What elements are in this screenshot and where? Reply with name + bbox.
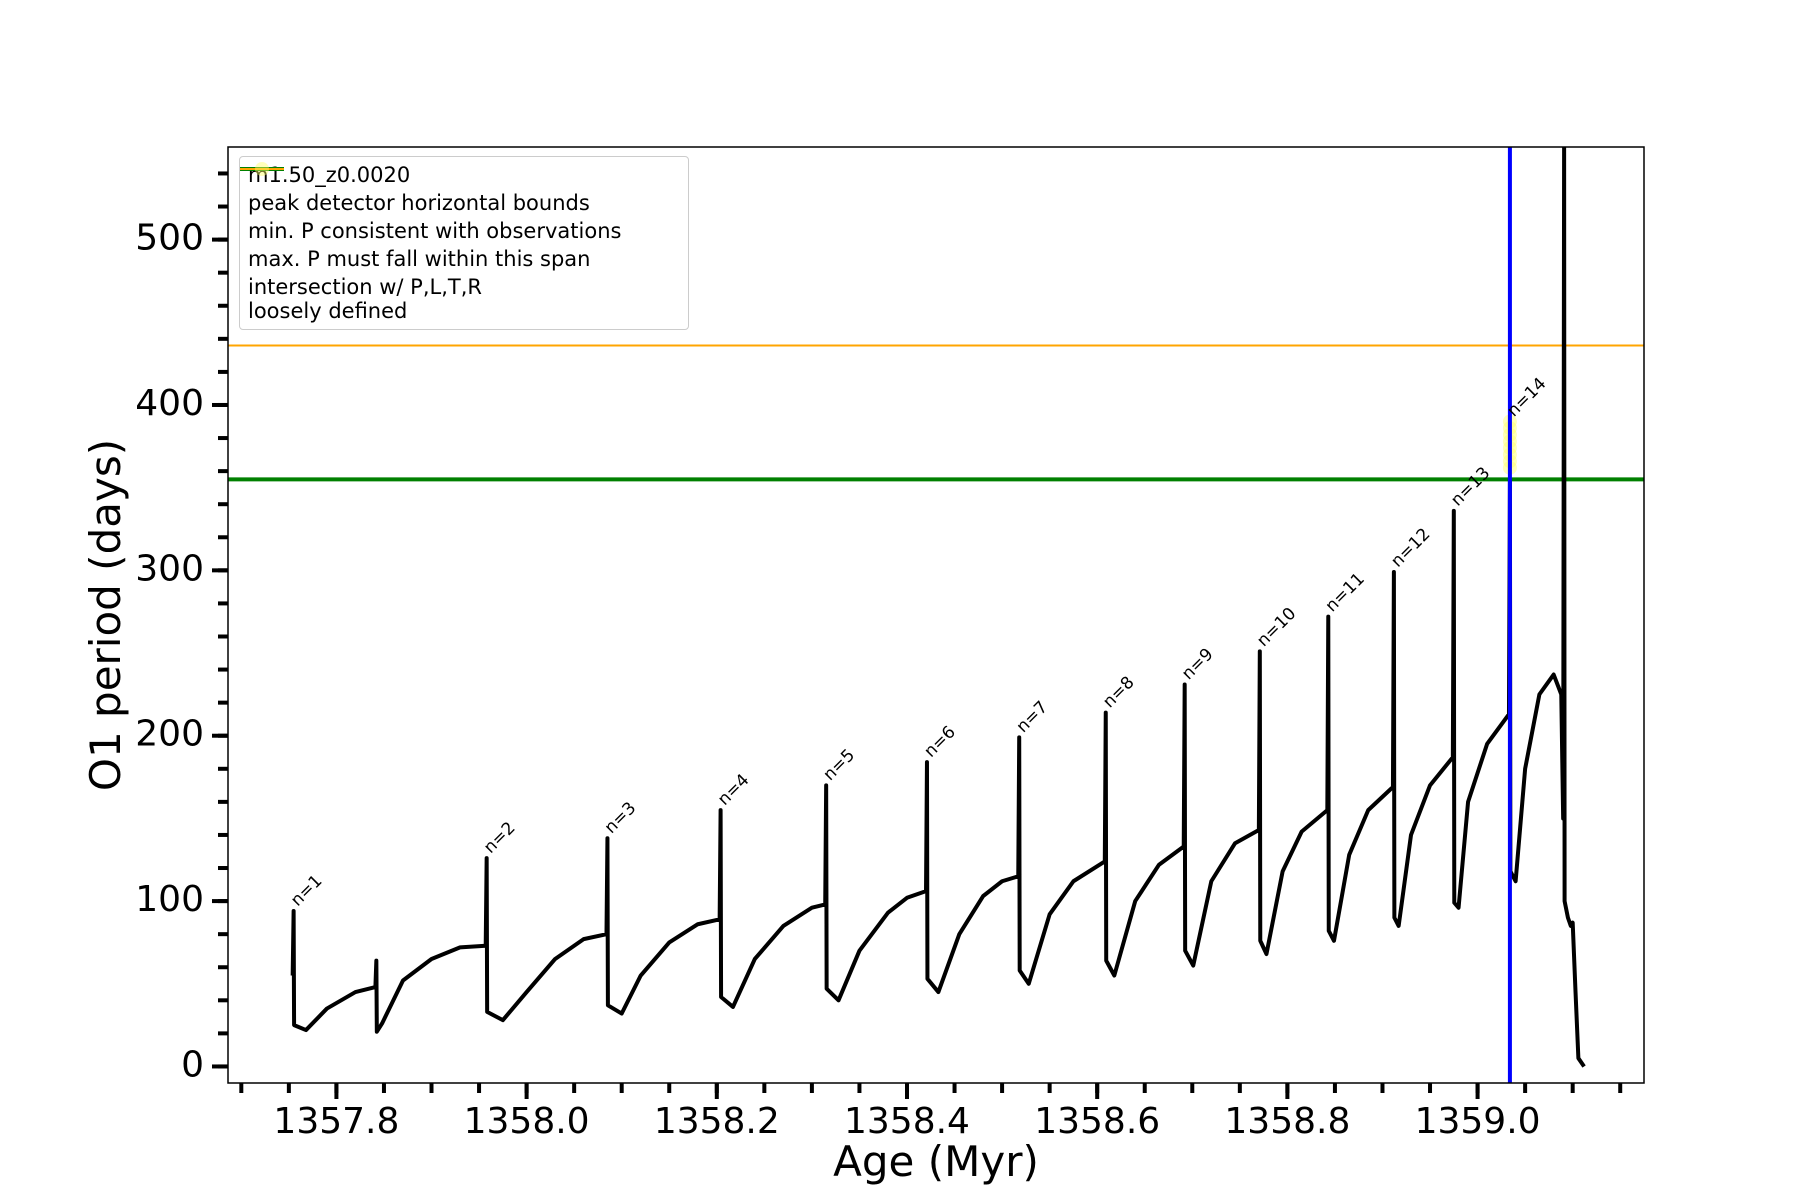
y-tick-label: 400 [135,383,204,424]
x-tick-label: 1358.8 [1224,1101,1350,1142]
y-tick-label: 100 [135,879,204,920]
peak-annotation: n=9 [1178,645,1217,684]
peak-annotation: n=7 [1013,697,1052,736]
legend-swatch [255,162,269,176]
peak-annotation: n=5 [820,745,859,784]
peak-annotation: n=1 [287,871,326,910]
peak-annotation: n=4 [714,770,753,809]
legend-entry: m1.50_z0.0020 [240,161,688,189]
y-tick-label: 0 [181,1044,204,1085]
y-axis-label: O1 period (days) [81,439,130,791]
legend-key [240,168,284,170]
legend-label: max. P must fall within this span [248,247,591,271]
peak-annotation: n=2 [480,818,519,857]
peak-annotation: n=12 [1387,524,1434,571]
x-tick-label: 1357.8 [273,1101,399,1142]
legend-entry: peak detector horizontal bounds [240,167,688,217]
peak-annotation: n=11 [1322,569,1369,616]
peak-annotation: n=3 [601,798,640,837]
plot-frame [227,146,1645,1084]
x-tick-label: 1358.6 [1034,1101,1160,1142]
peak-annotation: n=6 [920,722,959,761]
peak-annotation: n=10 [1253,604,1300,651]
x-tick-label: 1358.4 [844,1101,970,1142]
legend-entry: min. P consistent with observations [240,167,688,245]
legend-entry: intersection w/ P,L,T,R loosely defined [240,162,688,325]
x-tick-label: 1358.0 [464,1101,590,1142]
legend-key [255,162,269,176]
legend-entry: max. P must fall within this span [240,168,688,273]
data-line [290,147,1586,1068]
peak-annotation: n=13 [1447,463,1494,510]
peak-annotation: n=8 [1099,673,1138,712]
y-tick-label: 300 [135,548,204,589]
legend-label: intersection w/ P,L,T,R loosely defined [248,275,482,323]
x-axis-label: Age (Myr) [833,1137,1039,1186]
legend-label: peak detector horizontal bounds [248,191,590,215]
legend: m1.50_z0.0020 peak detector horizontal bo… [239,156,689,330]
y-tick-label: 500 [135,218,204,259]
legend-label: min. P consistent with observations [248,219,622,243]
y-tick-label: 200 [135,714,204,755]
x-tick-label: 1358.2 [654,1101,780,1142]
x-tick-label: 1359.0 [1415,1101,1541,1142]
